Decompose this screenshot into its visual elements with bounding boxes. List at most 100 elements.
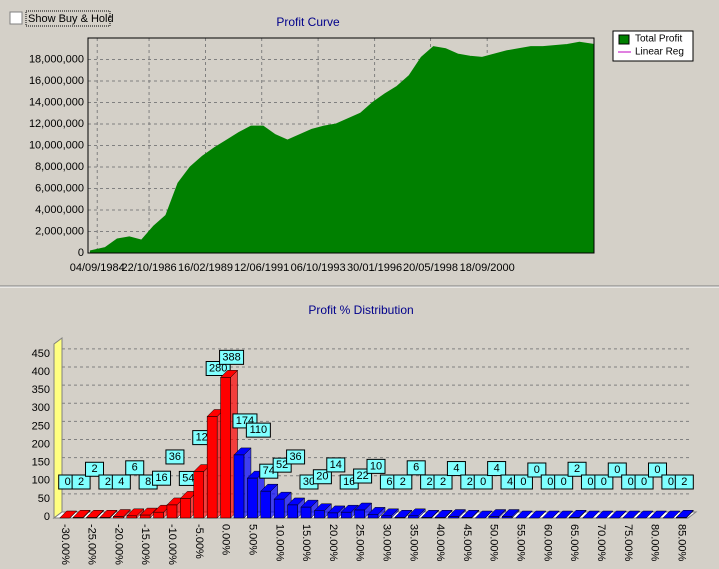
y-tick-label: 12,000,000 — [29, 118, 84, 130]
x-tick-label: -30.00% — [59, 524, 71, 565]
y-tick-label: 0 — [78, 247, 84, 259]
bar — [260, 490, 272, 519]
bar — [340, 511, 352, 519]
y-tick-label: 400 — [32, 366, 50, 378]
y-tick-label: 14,000,000 — [29, 96, 84, 108]
bar — [287, 504, 298, 519]
value-label: 8 — [145, 476, 151, 488]
y-tick-label: 10,000,000 — [29, 139, 84, 151]
bar — [300, 506, 312, 519]
value-label: 0 — [668, 476, 674, 488]
bar — [394, 517, 406, 519]
value-label: 4 — [453, 462, 459, 474]
bar-top — [595, 510, 614, 519]
bar — [99, 517, 111, 519]
y-tick-label: 0 — [44, 511, 50, 523]
chart-title: Profit % Distribution — [308, 303, 413, 317]
value-label-box — [393, 474, 413, 490]
value-label-box — [312, 469, 332, 485]
bar — [113, 516, 124, 519]
value-label-box — [125, 460, 145, 476]
bar — [461, 517, 473, 519]
value-label: 0 — [534, 464, 540, 476]
y-tick-label: 16,000,000 — [29, 75, 84, 87]
value-label: 4 — [494, 462, 500, 474]
value-label: 2 — [427, 476, 433, 488]
x-tick-label: 60.00% — [541, 524, 553, 562]
value-label: 2 — [400, 476, 406, 488]
value-label-box — [205, 361, 231, 376]
value-label-box — [286, 449, 306, 465]
legend-swatch — [618, 34, 630, 45]
value-label: 54 — [182, 472, 194, 484]
x-tick-label: 16/02/1989 — [178, 262, 233, 274]
x-tick-label: 30/01/1996 — [347, 262, 402, 274]
x-tick-label: 45.00% — [461, 524, 473, 562]
side-wall — [53, 337, 63, 519]
bar — [568, 517, 580, 519]
value-label-box — [594, 474, 614, 490]
value-label: 6 — [413, 462, 419, 474]
x-tick-label: -20.00% — [112, 524, 124, 565]
value-label-box — [554, 474, 574, 490]
bar-top — [541, 510, 560, 519]
x-tick-label: 15.00% — [300, 524, 312, 562]
x-tick-label: 04/09/1984 — [70, 262, 125, 274]
x-tick-label: 06/10/1993 — [291, 262, 346, 274]
value-label: 0 — [601, 476, 607, 488]
value-label: 280 — [209, 362, 227, 374]
bar — [233, 454, 245, 519]
value-label: 16 — [343, 476, 355, 488]
y-tick-label: 150 — [32, 457, 50, 469]
bar — [166, 504, 178, 519]
value-label: 16 — [155, 472, 167, 484]
value-label: 0 — [614, 464, 620, 476]
legend-label: Total Profit — [635, 34, 682, 45]
value-label: 0 — [641, 476, 647, 488]
bar — [153, 511, 164, 519]
bar-top — [608, 510, 627, 519]
x-tick-label: 35.00% — [407, 524, 419, 562]
bar-top — [474, 510, 493, 519]
focus-rect — [25, 10, 111, 27]
value-label-box — [513, 474, 533, 490]
value-label: 0 — [480, 476, 486, 488]
bar-top — [555, 510, 574, 519]
value-label: 0 — [654, 464, 660, 476]
x-tick-label: 50.00% — [488, 524, 500, 562]
value-label: 30 — [303, 476, 315, 488]
y-tick-label: 18,000,000 — [29, 53, 84, 65]
value-label-box — [607, 462, 627, 478]
checkbox-label[interactable]: Show Buy & Hold — [28, 13, 114, 25]
value-label-box — [634, 474, 654, 490]
value-label-box — [71, 474, 91, 490]
value-label: 4 — [507, 476, 513, 488]
value-label: 2 — [105, 476, 111, 488]
value-label: 20 — [316, 471, 328, 483]
value-label: 2 — [91, 463, 97, 475]
value-label: 22 — [356, 470, 368, 482]
bar-top — [514, 510, 534, 519]
bar — [327, 512, 339, 519]
value-label: 6 — [386, 476, 392, 488]
bar — [220, 377, 231, 519]
bar — [448, 516, 459, 519]
checkbox[interactable] — [9, 11, 23, 25]
x-tick-label: 75.00% — [622, 524, 634, 562]
value-label: 10 — [370, 460, 382, 472]
value-label: 0 — [587, 476, 593, 488]
bar — [139, 514, 151, 519]
bar — [126, 515, 137, 519]
bar — [193, 471, 204, 519]
x-tick-label: -10.00% — [166, 524, 178, 565]
bar — [206, 416, 218, 519]
value-label: 2 — [467, 476, 473, 488]
y-tick-label: 300 — [32, 402, 50, 414]
value-label-box — [165, 449, 185, 465]
bar — [354, 509, 365, 519]
x-tick-label: 80.00% — [649, 524, 661, 562]
x-tick-label: 70.00% — [595, 524, 607, 562]
x-tick-label: 10.00% — [273, 524, 285, 562]
chart-title: Profit Curve — [276, 15, 340, 29]
value-label: 14 — [330, 459, 342, 471]
